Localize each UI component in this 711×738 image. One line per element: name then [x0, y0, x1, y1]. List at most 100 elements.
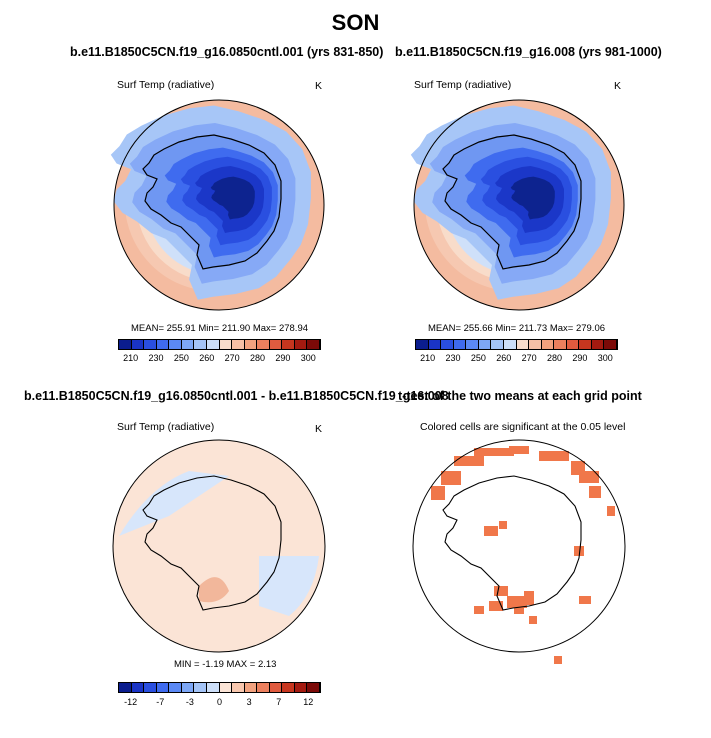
- significant-cell: [499, 521, 507, 529]
- colorbar-tick-label: 260: [496, 353, 512, 363]
- colorbar-swatch: [503, 340, 517, 349]
- colorbar-tick-label: 270: [521, 353, 537, 363]
- colorbar-tick-label: 210: [420, 353, 436, 363]
- variable-label-experiment: Surf Temp (radiative): [414, 79, 512, 91]
- colorbar-tick-label: 290: [572, 353, 588, 363]
- colorbar-swatch: [119, 340, 132, 349]
- colorbar-swatch: [516, 340, 530, 349]
- colorbar-tick-label: 250: [173, 353, 189, 363]
- colorbar-swatch: [282, 340, 295, 349]
- colorbar-swatch: [541, 340, 555, 349]
- units-label-difference: K: [315, 423, 323, 435]
- colorbar-tick-label: 280: [250, 353, 266, 363]
- stats-difference: MIN = -1.19 MAX = 2.13: [174, 659, 277, 670]
- colorbar-swatch: [119, 683, 132, 692]
- colorbar-swatch: [453, 340, 467, 349]
- colorbar-swatch: [181, 683, 195, 692]
- colorbar-temperature-right: [415, 339, 618, 350]
- difference-cool-region-2: [259, 556, 319, 616]
- difference-cool-region-1: [119, 471, 229, 536]
- units-label-control: K: [315, 80, 323, 92]
- significant-cell: [554, 656, 562, 664]
- control-plateau: [210, 176, 255, 220]
- colorbar-tick-label: 3: [246, 697, 252, 707]
- significant-cell: [514, 606, 524, 614]
- significant-cell: [579, 596, 591, 604]
- colorbar-swatch: [156, 683, 170, 692]
- colorbar-ticks-difference: -12 -7 -3 0 3 7 12: [118, 697, 321, 709]
- colorbar-swatch: [131, 683, 145, 692]
- colorbar-swatch: [131, 340, 145, 349]
- colorbar-swatch: [232, 683, 245, 692]
- colorbar-difference: [118, 682, 321, 693]
- colorbar-swatch: [566, 340, 580, 349]
- variable-label-difference: Surf Temp (radiative): [117, 421, 215, 433]
- colorbar-swatch: [144, 340, 157, 349]
- colorbar-tick-label: 250: [470, 353, 486, 363]
- significant-cell: [494, 586, 508, 596]
- stats-control: MEAN= 255.91 Min= 211.90 Max= 278.94: [131, 323, 309, 334]
- colorbar-tick-label: 0: [216, 697, 223, 707]
- colorbar-swatch: [466, 340, 479, 349]
- colorbar-swatch: [244, 683, 258, 692]
- colorbar-tick-label: 7: [276, 697, 282, 707]
- significant-cell: [474, 606, 484, 614]
- colorbar-tick-label: 12: [303, 697, 314, 707]
- colorbar-swatch: [441, 340, 454, 349]
- colorbar-swatch: [194, 340, 207, 349]
- colorbar-swatch: [144, 683, 157, 692]
- experiment-plateau: [510, 176, 555, 220]
- experiment-map: [410, 99, 625, 311]
- colorbar-swatch: [219, 340, 233, 349]
- colorbar-swatch: [307, 683, 320, 692]
- significant-cell: [607, 506, 615, 516]
- significant-cell: [529, 616, 537, 624]
- colorbar-swatch: [194, 683, 207, 692]
- significance-subtitle: Colored cells are significant at the 0.0…: [420, 421, 626, 433]
- difference-coastline: [142, 475, 282, 611]
- colorbar-swatch: [529, 340, 542, 349]
- significance-background: [413, 440, 625, 652]
- colorbar-swatch: [604, 340, 617, 349]
- significant-cell: [507, 596, 527, 608]
- colorbar-tick-label: 280: [547, 353, 563, 363]
- significant-cell: [431, 486, 445, 500]
- colorbar-tick-label: 300: [300, 353, 316, 363]
- colorbar-ticks-temperature-right: 210 230 250 260 270 280 290 300: [415, 353, 618, 365]
- colorbar-swatch: [282, 683, 295, 692]
- colorbar-swatch: [206, 683, 220, 692]
- experiment-coastline: [442, 134, 582, 270]
- colorbar-swatch: [269, 683, 283, 692]
- control-map: [110, 99, 325, 311]
- control-coastline: [142, 134, 282, 270]
- colorbar-tick-label: -3: [185, 697, 194, 707]
- significance-coastline: [442, 475, 582, 611]
- colorbar-swatch: [491, 340, 504, 349]
- panel-title-difference: b.e11.B1850C5CN.f19_g16.0850cntl.001 - b…: [24, 389, 449, 403]
- control-map-border: [113, 99, 325, 311]
- difference-map-border: [112, 439, 326, 653]
- colorbar-swatch: [307, 340, 320, 349]
- variable-label-control: Surf Temp (radiative): [117, 79, 215, 91]
- panel-title-control: b.e11.B1850C5CN.f19_g16.0850cntl.001 (yr…: [70, 45, 384, 59]
- colorbar-swatch: [579, 340, 592, 349]
- colorbar-swatch: [416, 340, 429, 349]
- colorbar-tick-label: 210: [123, 353, 139, 363]
- colorbar-temperature-left: [118, 339, 321, 350]
- significant-cell: [574, 546, 584, 556]
- colorbar-ticks-temperature-left: 210 230 250 260 270 280 290 300: [118, 353, 321, 365]
- colorbar-swatch: [257, 340, 270, 349]
- significant-cell: [489, 601, 503, 611]
- colorbar-swatch: [206, 340, 220, 349]
- colorbar-swatch: [591, 340, 605, 349]
- colorbar-swatch: [428, 340, 442, 349]
- colorbar-swatch: [219, 683, 233, 692]
- colorbar-swatch: [478, 340, 492, 349]
- significant-cell: [474, 448, 514, 456]
- units-label-experiment: K: [614, 80, 622, 92]
- colorbar-tick-label: 270: [224, 353, 240, 363]
- significant-cell: [524, 591, 534, 605]
- experiment-map-border: [413, 99, 625, 311]
- colorbar-tick-label: 230: [148, 353, 164, 363]
